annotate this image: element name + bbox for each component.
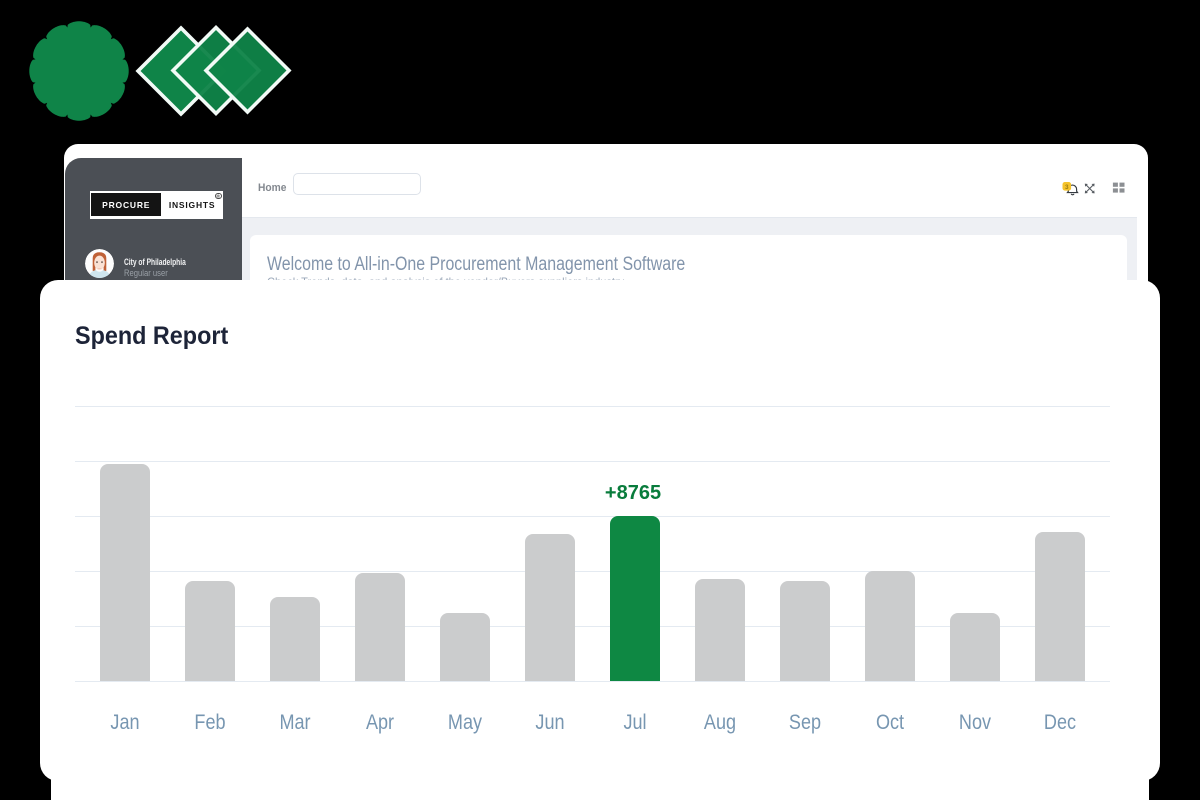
svg-text:3: 3 — [1065, 184, 1069, 191]
